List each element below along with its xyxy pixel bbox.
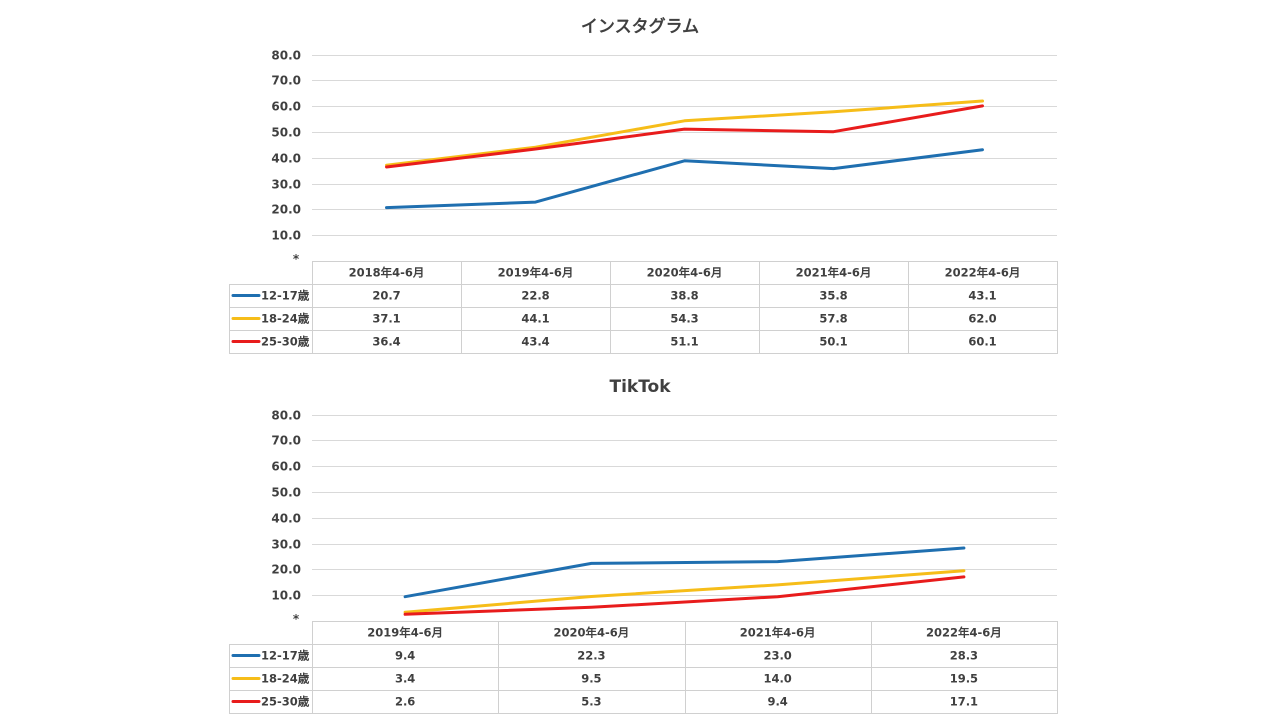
table-row: 25-30歳 36.4 43.4 51.1 50.1 60.1: [231, 335, 997, 349]
chart-title: インスタグラム: [581, 16, 699, 37]
x-category-label: 2020年4-6月: [553, 626, 629, 640]
table-body: [229, 644, 1058, 714]
chart-2: TikTok80.070.060.050.040.030.020.010.0*2…: [229, 377, 1058, 714]
series-lines: [403, 546, 966, 616]
series-line-12-17歳: [385, 148, 984, 210]
data-label: 23.0: [763, 649, 791, 663]
data-label: 9.5: [581, 672, 601, 686]
x-category-label: 2019年4-6月: [498, 266, 574, 280]
series-line-25-30歳: [403, 575, 966, 616]
legend-label: 25-30歳: [261, 695, 310, 709]
legend-label: 25-30歳: [261, 335, 310, 349]
data-label: 19.5: [950, 672, 978, 686]
series-line-18-24歳: [403, 569, 966, 614]
legend-label: 12-17歳: [261, 649, 310, 663]
data-label: 44.1: [521, 312, 549, 326]
data-label: 9.4: [395, 649, 415, 663]
chart-1: インスタグラム 80.0 70.0 60.0 50.0 40.0 30.0 20.0 10.0 *…: [229, 16, 1058, 354]
data-label: 60.1: [968, 335, 996, 349]
x-category-label: 2022年4-6月: [945, 266, 1021, 280]
data-label: 54.3: [670, 312, 698, 326]
table-row: 12-17歳 20.7 22.8 38.8 35.8 43.1: [231, 289, 997, 303]
data-label: 17.1: [950, 695, 978, 709]
y-tick-label: 10.0: [271, 229, 301, 243]
data-table: 2019年4-6月 2020年4-6月 2021年4-6月 2022年4-6月 12-1…: [229, 621, 1058, 714]
data-label: 22.3: [577, 649, 605, 663]
x-category-label: 2021年4-6月: [740, 626, 816, 640]
series-line-12-17歳: [403, 546, 966, 599]
y-origin-label: *: [293, 252, 300, 266]
table-row: 18-24歳 37.1 44.1 54.3 57.8 62.0: [231, 312, 997, 326]
gridlines: [312, 415, 1057, 596]
data-label: 36.4: [372, 335, 400, 349]
table-body: [229, 284, 1058, 354]
data-label: 3.4: [395, 672, 415, 686]
y-axis: 80.0 70.0 60.0 50.0 40.0 30.0 20.0 10.0 *: [271, 49, 301, 267]
data-table: 2018年4-6月 2019年4-6月 2020年4-6月 2021年4-6月 2022…: [229, 261, 1058, 354]
data-label: 2.6: [395, 695, 415, 709]
data-label: 62.0: [968, 312, 996, 326]
data-label: 43.4: [521, 335, 549, 349]
data-label: 20.7: [372, 289, 400, 303]
legend-label: 18-24歳: [261, 312, 310, 326]
data-label: 37.1: [372, 312, 400, 326]
data-label: 22.8: [521, 289, 549, 303]
data-label: 35.8: [819, 289, 847, 303]
series-lines: [385, 99, 984, 210]
y-tick-label: 60.0: [271, 460, 301, 474]
y-tick-label: 80.0: [271, 49, 301, 63]
data-label: 5.3: [581, 695, 601, 709]
y-tick-label: 40.0: [271, 512, 301, 526]
data-label: 38.8: [670, 289, 698, 303]
y-tick-label: 20.0: [271, 563, 301, 577]
y-tick-label: 70.0: [271, 434, 301, 448]
y-tick-label: 20.0: [271, 203, 301, 217]
data-label: 51.1: [670, 335, 698, 349]
data-label: 9.4: [767, 695, 787, 709]
y-tick-label: 60.0: [271, 100, 301, 114]
table-row: 25-30歳 2.6 5.3 9.4 17.1: [231, 695, 978, 709]
y-tick-label: 10.0: [271, 589, 301, 603]
gridlines: [312, 55, 1057, 236]
series-line-25-30歳: [385, 104, 984, 169]
data-label: 28.3: [950, 649, 978, 663]
y-tick-label: 30.0: [271, 538, 301, 552]
data-label: 43.1: [968, 289, 996, 303]
y-axis: 80.0 70.0 60.0 50.0 40.0 30.0 20.0 10.0 *: [271, 409, 301, 627]
x-category-label: 2020年4-6月: [647, 266, 723, 280]
table-row: 12-17歳 9.4 22.3 23.0 28.3: [231, 649, 978, 663]
data-label: 50.1: [819, 335, 847, 349]
y-tick-label: 50.0: [271, 126, 301, 140]
legend-label: 18-24歳: [261, 672, 310, 686]
x-category-label: 2021年4-6月: [796, 266, 872, 280]
data-label: 14.0: [763, 672, 791, 686]
legend-label: 12-17歳: [261, 289, 310, 303]
table-row: 18-24歳 3.4 9.5 14.0 19.5: [231, 672, 978, 686]
data-label: 57.8: [819, 312, 847, 326]
y-origin-label: *: [293, 612, 300, 626]
chart-title: TikTok: [609, 377, 671, 397]
y-tick-label: 40.0: [271, 152, 301, 166]
series-line-18-24歳: [385, 99, 984, 167]
x-category-label: 2019年4-6月: [367, 626, 443, 640]
x-category-label: 2018年4-6月: [349, 266, 425, 280]
y-tick-label: 70.0: [271, 74, 301, 88]
x-category-label: 2022年4-6月: [926, 626, 1002, 640]
y-tick-label: 80.0: [271, 409, 301, 423]
y-tick-label: 50.0: [271, 486, 301, 500]
y-tick-label: 30.0: [271, 178, 301, 192]
